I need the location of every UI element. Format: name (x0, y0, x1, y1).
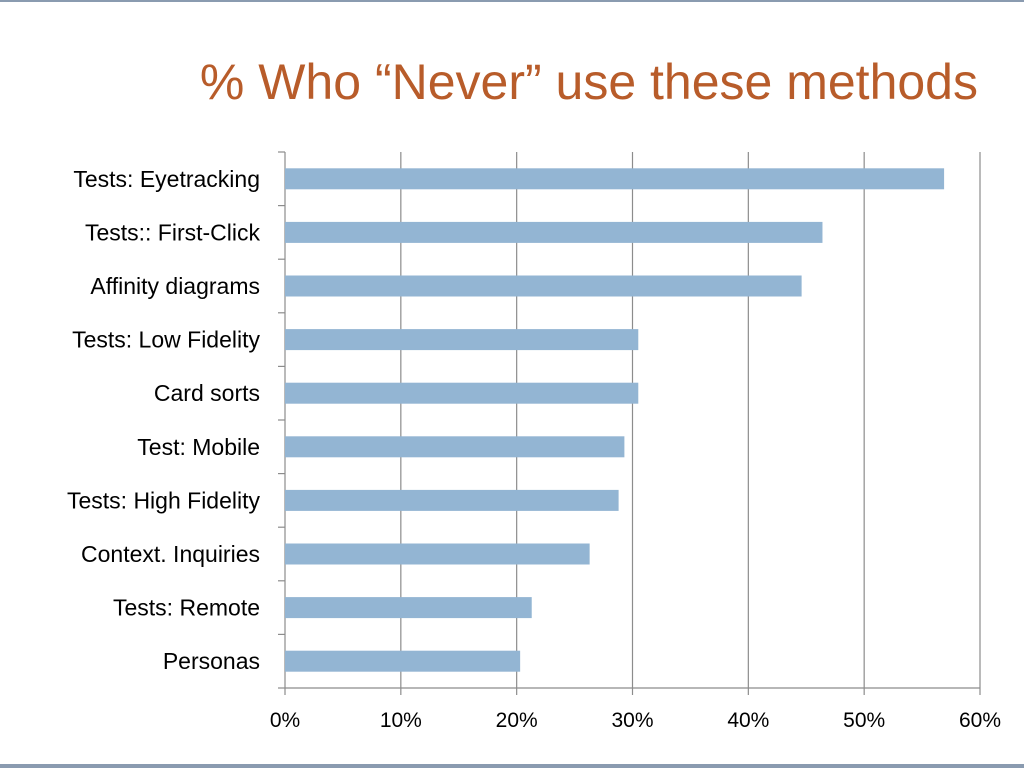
bottom-border-rule (0, 764, 1024, 768)
category-label: Personas (163, 648, 260, 674)
category-label: Affinity diagrams (90, 273, 260, 299)
category-label: Tests: High Fidelity (67, 487, 261, 513)
category-label: Test: Mobile (137, 434, 260, 460)
bar (285, 382, 639, 404)
category-label: Tests:: First-Click (85, 219, 261, 245)
bar (285, 221, 823, 243)
x-tick-label: 0% (270, 709, 300, 732)
x-tick-label: 50% (843, 709, 885, 732)
category-label: Tests: Eyetracking (73, 166, 260, 192)
top-border-rule (0, 0, 1024, 2)
bar (285, 436, 625, 458)
slide-title: % Who “Never” use these methods (199, 54, 978, 110)
category-label: Context. Inquiries (81, 541, 260, 567)
x-tick-label: 30% (611, 709, 653, 732)
x-tick-label: 60% (959, 709, 1001, 732)
x-tick-label: 10% (380, 709, 422, 732)
x-tick-label: 20% (496, 709, 538, 732)
bar (285, 168, 945, 190)
bar (285, 275, 802, 297)
category-label: Tests: Remote (113, 595, 260, 621)
bar (285, 597, 532, 619)
bar (285, 543, 590, 565)
x-tick-label: 40% (727, 709, 769, 732)
bar (285, 650, 521, 672)
bar (285, 329, 639, 351)
bar (285, 489, 619, 511)
category-label: Tests: Low Fidelity (72, 327, 260, 353)
category-label: Card sorts (154, 380, 260, 406)
